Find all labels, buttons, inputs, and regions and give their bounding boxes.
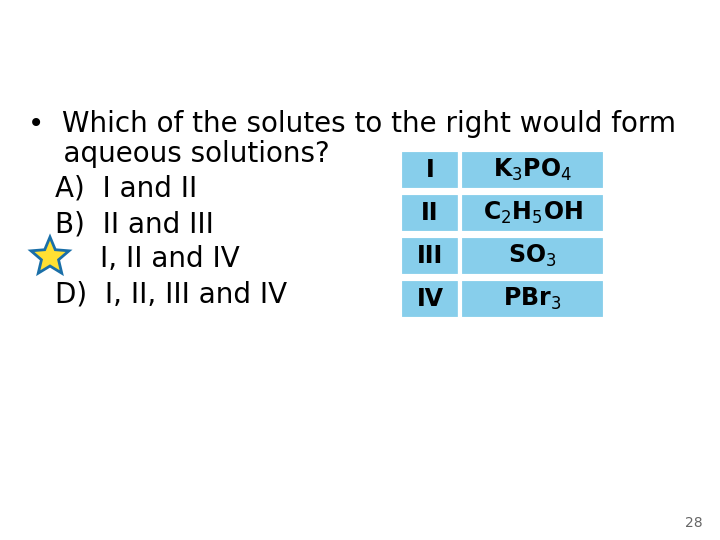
FancyBboxPatch shape: [460, 193, 605, 233]
Text: C$_2$H$_5$OH: C$_2$H$_5$OH: [482, 200, 582, 226]
Text: I, II and IV: I, II and IV: [100, 245, 240, 273]
FancyBboxPatch shape: [400, 236, 460, 276]
Text: I: I: [426, 158, 434, 182]
Polygon shape: [31, 237, 69, 273]
Text: 28: 28: [685, 516, 703, 530]
FancyBboxPatch shape: [400, 279, 460, 319]
Text: II: II: [421, 201, 438, 225]
FancyBboxPatch shape: [460, 150, 605, 190]
FancyBboxPatch shape: [460, 279, 605, 319]
Text: K$_3$PO$_4$: K$_3$PO$_4$: [493, 157, 572, 183]
Text: PBr$_3$: PBr$_3$: [503, 286, 562, 312]
Text: D)  I, II, III and IV: D) I, II, III and IV: [55, 280, 287, 308]
Text: III: III: [417, 244, 443, 268]
Text: B)  II and III: B) II and III: [55, 210, 214, 238]
Text: IV: IV: [416, 287, 444, 311]
FancyBboxPatch shape: [400, 150, 460, 190]
Text: A)  I and II: A) I and II: [55, 175, 197, 203]
Text: SO$_3$: SO$_3$: [508, 243, 557, 269]
FancyBboxPatch shape: [400, 193, 460, 233]
FancyBboxPatch shape: [460, 236, 605, 276]
Text: •  Which of the solutes to the right would form: • Which of the solutes to the right woul…: [28, 110, 676, 138]
Text: aqueous solutions?: aqueous solutions?: [28, 140, 330, 168]
